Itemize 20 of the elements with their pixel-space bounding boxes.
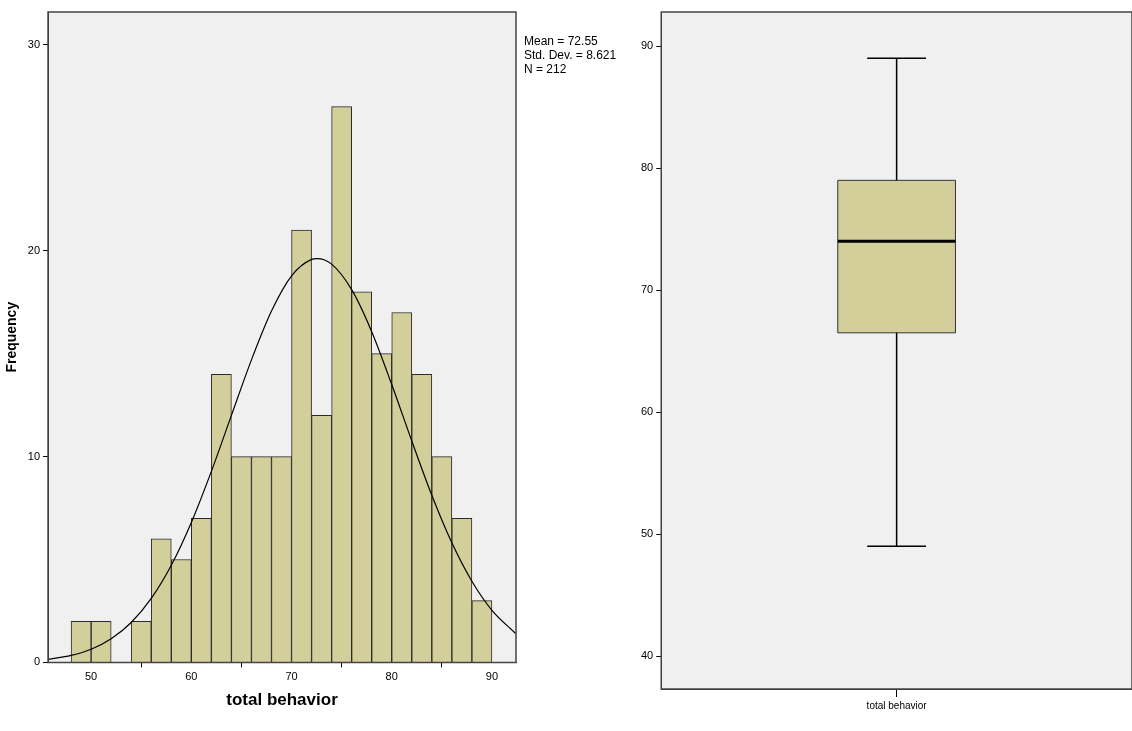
x-tick-label: 50: [85, 670, 98, 683]
text: Mean = 72.55: [524, 34, 599, 49]
y-tick-label: 0: [33, 655, 41, 668]
y-axis-title: Frequency: [3, 301, 20, 373]
y-tick-label: 20: [27, 243, 41, 256]
x-tick-label: 70: [285, 670, 298, 683]
y-tick-label: 90: [640, 39, 654, 52]
y-tick-label: 40: [640, 649, 654, 662]
text: N = 212: [524, 62, 567, 77]
x-tick-label: 80: [385, 670, 398, 683]
y-tick-label: 80: [640, 161, 654, 174]
y-tick-label: 10: [27, 449, 41, 462]
text: Std. Dev. = 8.621: [524, 48, 617, 63]
x-tick-label: 90: [485, 670, 499, 683]
x-tick-label: 60: [185, 670, 198, 683]
y-tick-label: 70: [640, 283, 654, 296]
y-tick-label: 30: [27, 37, 41, 50]
x-axis-title: total behavior: [226, 690, 339, 710]
y-tick-label: 60: [640, 405, 654, 418]
y-tick-label: 50: [640, 527, 654, 540]
